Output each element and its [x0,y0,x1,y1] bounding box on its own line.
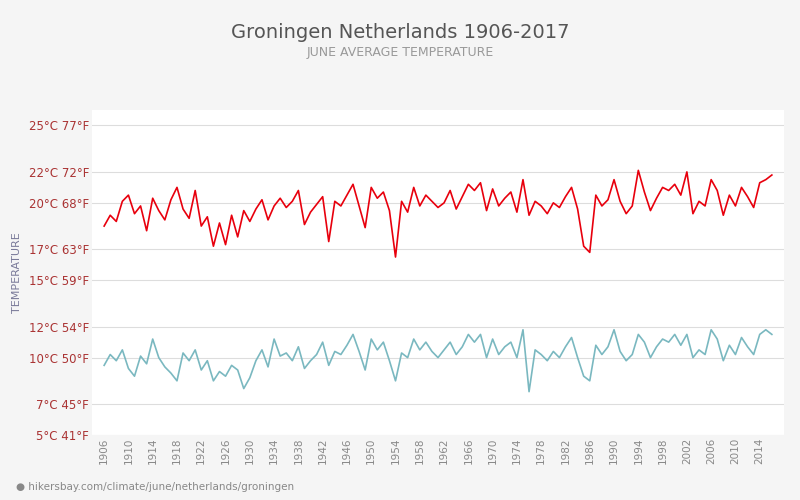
Text: ● hikersbay.com/climate/june/netherlands/groningen: ● hikersbay.com/climate/june/netherlands… [16,482,294,492]
Text: JUNE AVERAGE TEMPERATURE: JUNE AVERAGE TEMPERATURE [306,46,494,59]
Y-axis label: TEMPERATURE: TEMPERATURE [12,232,22,313]
Text: Groningen Netherlands 1906-2017: Groningen Netherlands 1906-2017 [230,23,570,42]
